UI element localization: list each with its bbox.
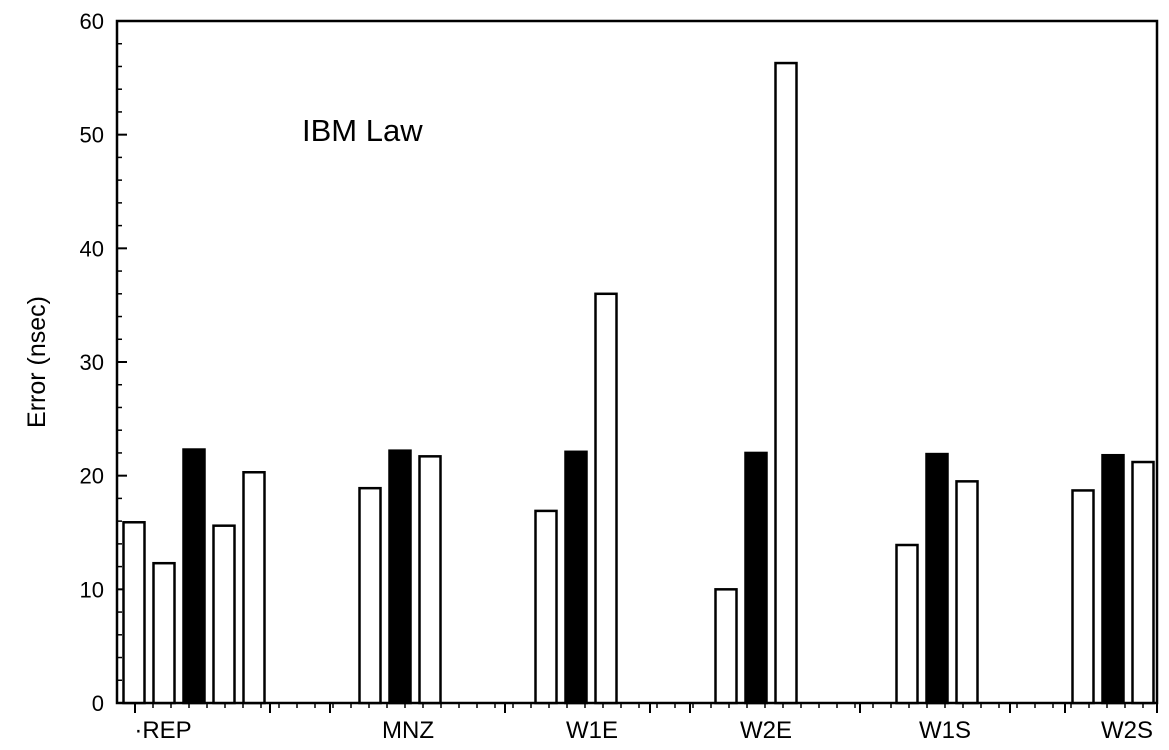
bar-w2e-3 [774, 61, 798, 705]
bar-w1s-2 [925, 452, 949, 705]
bar-w2s-3 [1131, 460, 1155, 705]
chart-title: IBM Law [302, 113, 423, 148]
bars-group [122, 61, 1155, 705]
bar-w1s-3 [955, 480, 979, 705]
y-axis: 0 10 20 30 40 50 60 [80, 9, 127, 716]
y-tick-label: 40 [80, 236, 104, 261]
bar-w2s-2 [1101, 453, 1125, 705]
category-label: MNZ [382, 717, 434, 744]
bar-w2s-1 [1071, 489, 1095, 705]
bar-rep-5 [242, 471, 266, 705]
category-label: W1E [566, 717, 618, 744]
category-label: W2E [740, 717, 792, 744]
category-label: ·REP [134, 717, 191, 744]
y-tick-label: 10 [80, 577, 104, 602]
category-labels: ·REP MNZ W1E W2E W1S W2S [134, 717, 1153, 744]
bar-mnz-2 [388, 449, 412, 705]
bar-mnz-1 [358, 486, 382, 705]
y-tick-label: 30 [80, 350, 104, 375]
y-tick-label: 60 [80, 9, 104, 34]
bar-rep-4 [212, 524, 236, 705]
bar-w1e-3 [594, 292, 618, 705]
x-axis [134, 703, 1158, 713]
bar-w1e-1 [534, 509, 558, 705]
bar-w1e-2 [564, 450, 588, 705]
bar-w2e-2 [744, 451, 768, 705]
plot-frame [115, 19, 1159, 705]
bar-mnz-3 [418, 455, 442, 705]
bar-rep-1 [122, 521, 146, 705]
bar-rep-3 [182, 448, 206, 705]
y-tick-label: 50 [80, 123, 104, 148]
y-axis-label: Error (nsec) [23, 296, 51, 428]
bar-rep-2 [152, 561, 176, 705]
bar-w2e-1 [714, 588, 738, 705]
bar-w1s-1 [895, 543, 919, 705]
y-tick-label: 0 [92, 691, 104, 716]
y-tick-label: 20 [80, 464, 104, 489]
category-label: W2S [1101, 717, 1153, 744]
category-label: W1S [919, 717, 971, 744]
